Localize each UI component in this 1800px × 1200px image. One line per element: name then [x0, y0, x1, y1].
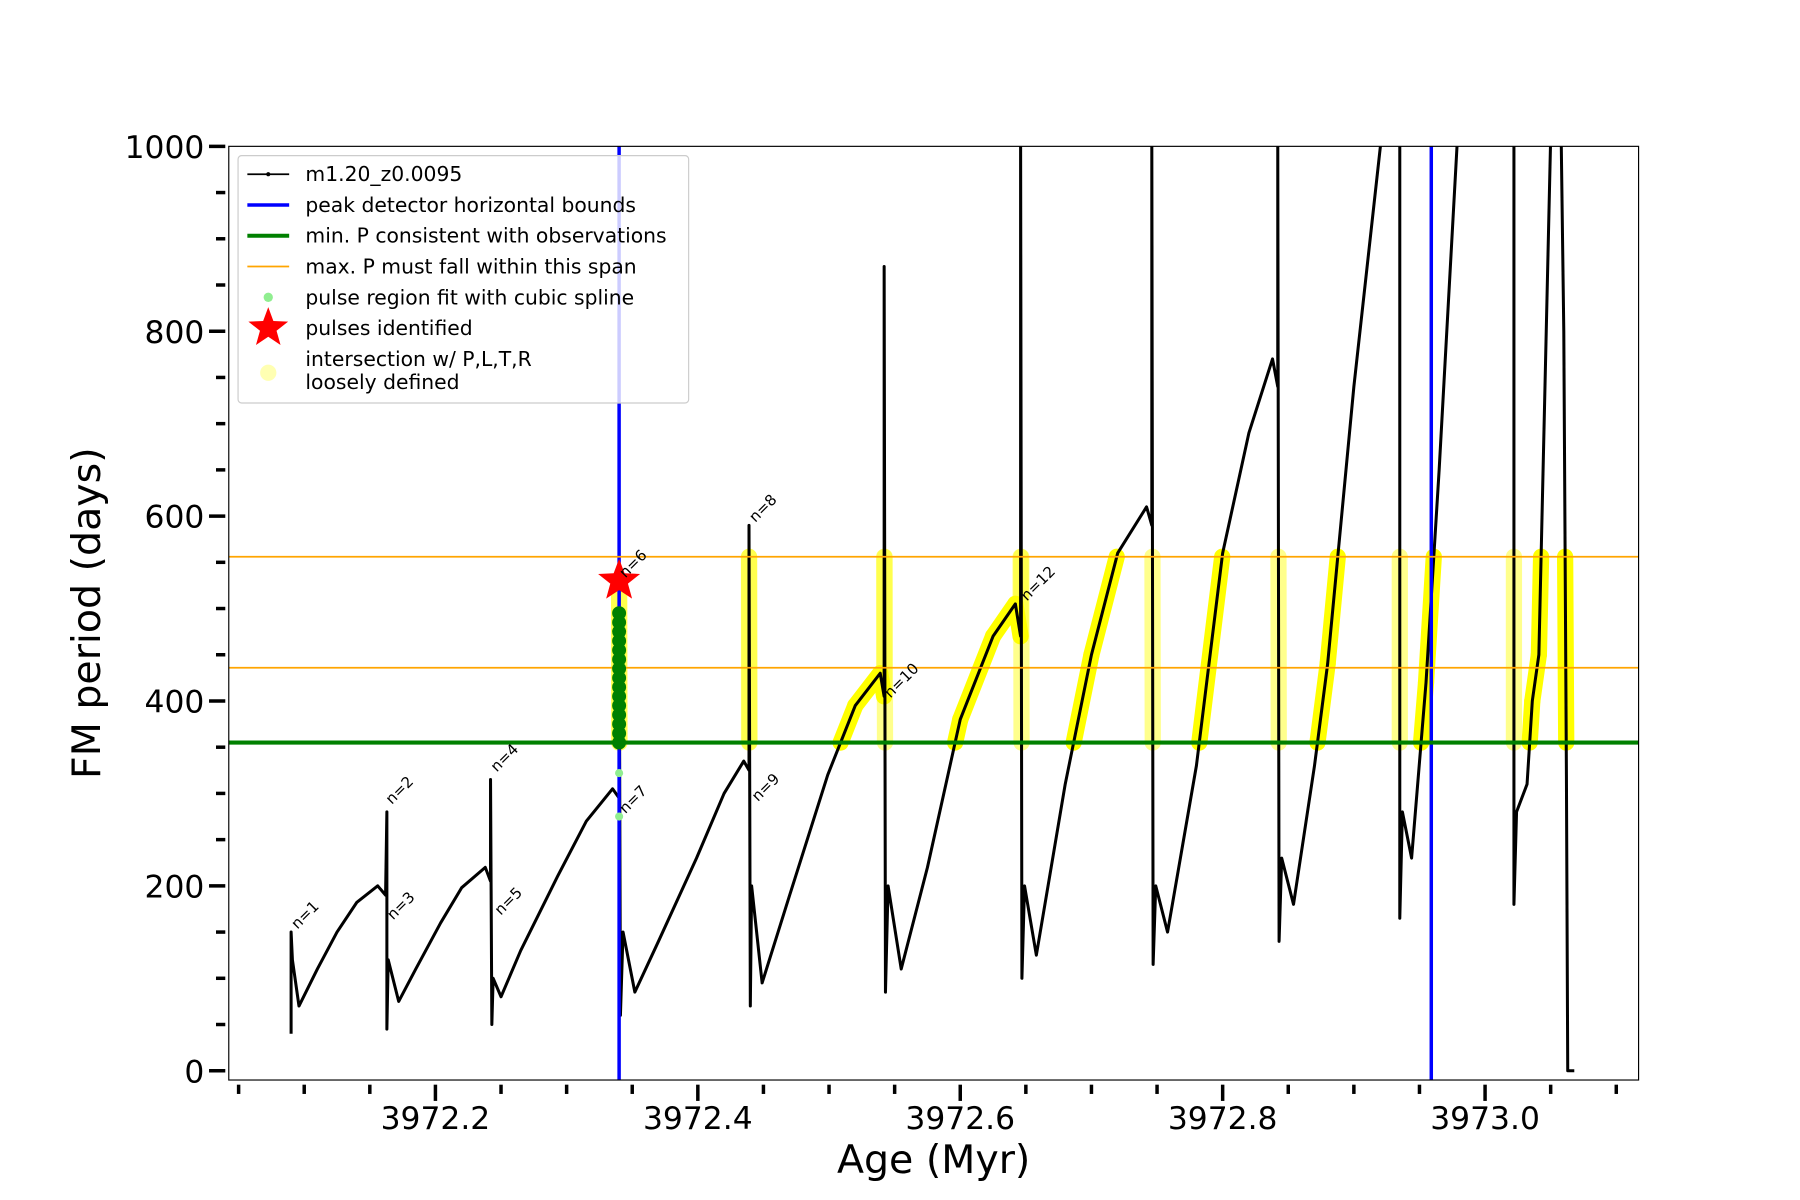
legend-box [237, 155, 690, 404]
legend-label: max. P must fall within this span [305, 255, 636, 279]
pulse-label: n=5 [491, 883, 526, 918]
model-track-line [1512, 146, 1552, 906]
legend-track-marker [266, 172, 271, 177]
x-tick-label: 3972.8 [1168, 1101, 1278, 1137]
legend-label: min. P consistent with observations [305, 224, 666, 248]
y-axis-label: FM period (days) [64, 447, 110, 779]
spline-point [615, 812, 624, 821]
y-tick-label: 800 [145, 315, 205, 351]
plot-frame [228, 145, 1640, 1081]
model-track-line [1398, 146, 1459, 920]
x-axis-label: Age (Myr) [837, 1137, 1030, 1183]
legend-label: loosely defined [305, 370, 459, 394]
legend-label: pulses identified [305, 316, 472, 340]
legend-label: intersection w/ P,L,T,R [305, 347, 531, 371]
y-tick-label: 200 [145, 869, 205, 905]
spline-point [615, 769, 624, 778]
legend-pulse-star-icon [248, 307, 289, 345]
pulse-label: n=2 [382, 773, 417, 808]
pulse-star-marker [598, 558, 641, 599]
pulse-label: n=4 [487, 740, 522, 775]
pulse-label: n=1 [287, 897, 322, 932]
legend-spline-handle [263, 292, 273, 302]
axes: 3972.2 3972.4 3972.6 3972.8 3973.0 0 200 400 600… [125, 130, 1619, 1137]
y-tick-label: 1000 [125, 130, 205, 166]
legend-intersection-handle [260, 364, 277, 381]
x-tick-label: 3972.4 [643, 1101, 753, 1137]
legend-label: peak detector horizontal bounds [305, 193, 636, 217]
x-tick-label: 3973.0 [1430, 1101, 1540, 1137]
y-tick-label: 400 [145, 685, 205, 721]
plot-area: n=1n=2n=3n=4n=5n=6n=7n=8n=9n=10n=12 [228, 146, 1639, 1081]
pulse-label: n=8 [745, 491, 780, 526]
spline-point [612, 606, 627, 621]
model-track-line [1559, 146, 1575, 1073]
y-tick-label: 600 [145, 500, 205, 536]
legend-label: m1.20_z0.0095 [305, 162, 462, 187]
legend-label: pulse region fit with cubic spline [305, 285, 634, 309]
y-tick-label: 0 [184, 1054, 204, 1090]
model-track-line [289, 146, 1382, 1034]
pulse-label: n=3 [383, 888, 418, 923]
x-tick-label: 3972.2 [381, 1101, 491, 1137]
x-tick-label: 3972.6 [905, 1101, 1015, 1137]
pulse-label: n=9 [748, 770, 783, 805]
